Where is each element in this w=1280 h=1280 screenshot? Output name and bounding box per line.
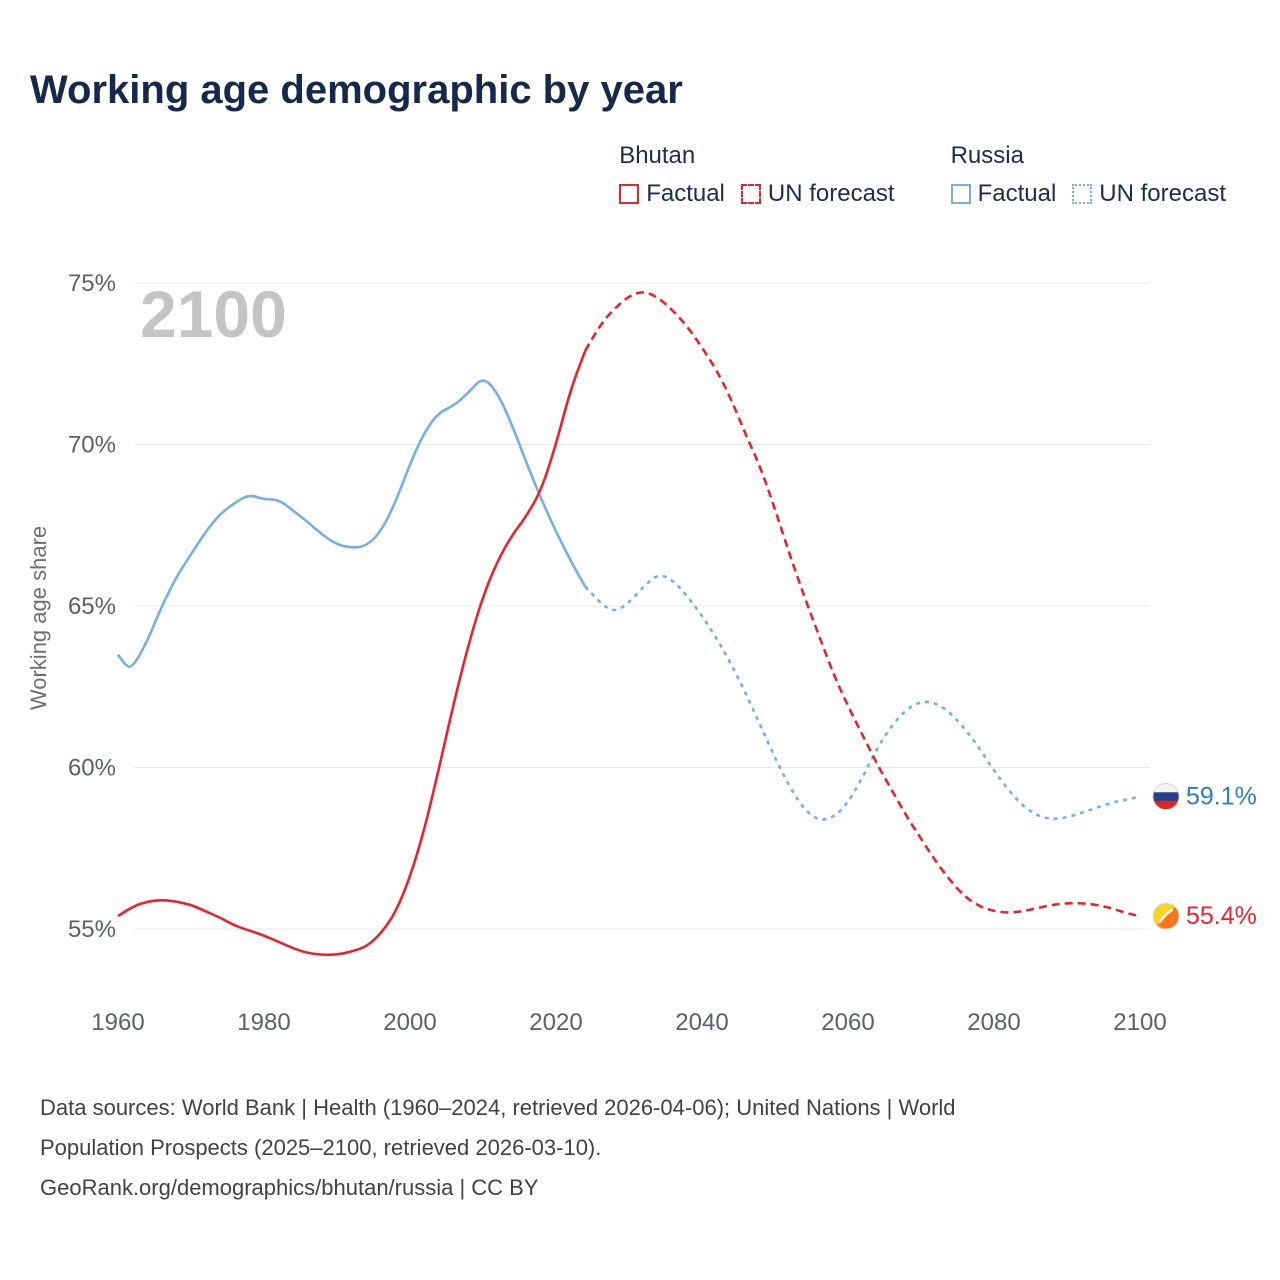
gridlines: [135, 282, 1150, 930]
bhutan-un-forecast-line: [584, 291, 1141, 918]
russia-un-forecast-line: [584, 574, 1141, 821]
svg-text:2020: 2020: [529, 1009, 582, 1036]
bhutan-forecast-swatch-icon: [740, 184, 761, 204]
watermark-year: 2100: [140, 277, 287, 351]
svg-text:1960: 1960: [91, 1009, 144, 1036]
svg-text:55%: 55%: [68, 916, 116, 943]
page-title: Working age demographic by year: [30, 68, 683, 112]
legend-group-bhutan: Bhutan Factual UN forecast: [619, 142, 910, 208]
legend-label: UN forecast: [767, 180, 895, 207]
svg-text:2060: 2060: [821, 1009, 874, 1036]
footer-line: GeoRank.org/demographics/bhutan/russia |…: [40, 1175, 539, 1200]
y-axis-ticks: 55% 60% 65% 70% 75%: [68, 270, 116, 943]
line-chart: 2100 55% 60% 65% 70% 75% 1960 1980 2000 2020 2040 2…: [26, 270, 1257, 1036]
end-value-label: 55.4%: [1186, 902, 1257, 930]
svg-text:2040: 2040: [675, 1009, 728, 1036]
svg-text:2100: 2100: [1113, 1009, 1166, 1036]
russia-flag-icon: [1152, 783, 1180, 810]
svg-text:60%: 60%: [68, 755, 116, 782]
russia-forecast-swatch-icon: [1072, 184, 1093, 204]
russia-factual-swatch-icon: [950, 184, 971, 204]
bhutan-factual-swatch-icon: [619, 184, 640, 204]
svg-text:2000: 2000: [383, 1009, 436, 1036]
legend-group-name: Bhutan: [619, 142, 696, 169]
legend-group-russia: Russia Factual UN forecast: [950, 142, 1242, 208]
end-value-label: 59.1%: [1186, 783, 1257, 811]
svg-text:1980: 1980: [237, 1009, 290, 1036]
chart-legend: Bhutan Factual UN forecast Russia Factua…: [619, 142, 1242, 208]
bhutan-flag-icon: [1152, 902, 1180, 930]
svg-text:2080: 2080: [967, 1009, 1020, 1036]
legend-group-name: Russia: [950, 142, 1024, 169]
svg-text:65%: 65%: [68, 593, 116, 620]
legend-label: Factual: [977, 180, 1057, 207]
y-axis-label: Working age share: [26, 526, 51, 710]
legend-label: UN forecast: [1099, 180, 1226, 207]
footer-line: Data sources: World Bank | Health (1960–…: [40, 1095, 956, 1120]
data-sources: Data sources: World Bank | Health (1960–…: [40, 1088, 1220, 1208]
footer-line: Population Prospects (2025–2100, retriev…: [40, 1135, 602, 1160]
svg-text:70%: 70%: [68, 432, 116, 459]
x-axis-ticks: 1960 1980 2000 2020 2040 2060 2080 2100: [91, 1009, 1166, 1036]
russia-factual-line: [116, 379, 587, 668]
legend-label: Factual: [646, 180, 725, 207]
bhutan-factual-line: [117, 350, 587, 957]
svg-text:75%: 75%: [68, 270, 116, 297]
